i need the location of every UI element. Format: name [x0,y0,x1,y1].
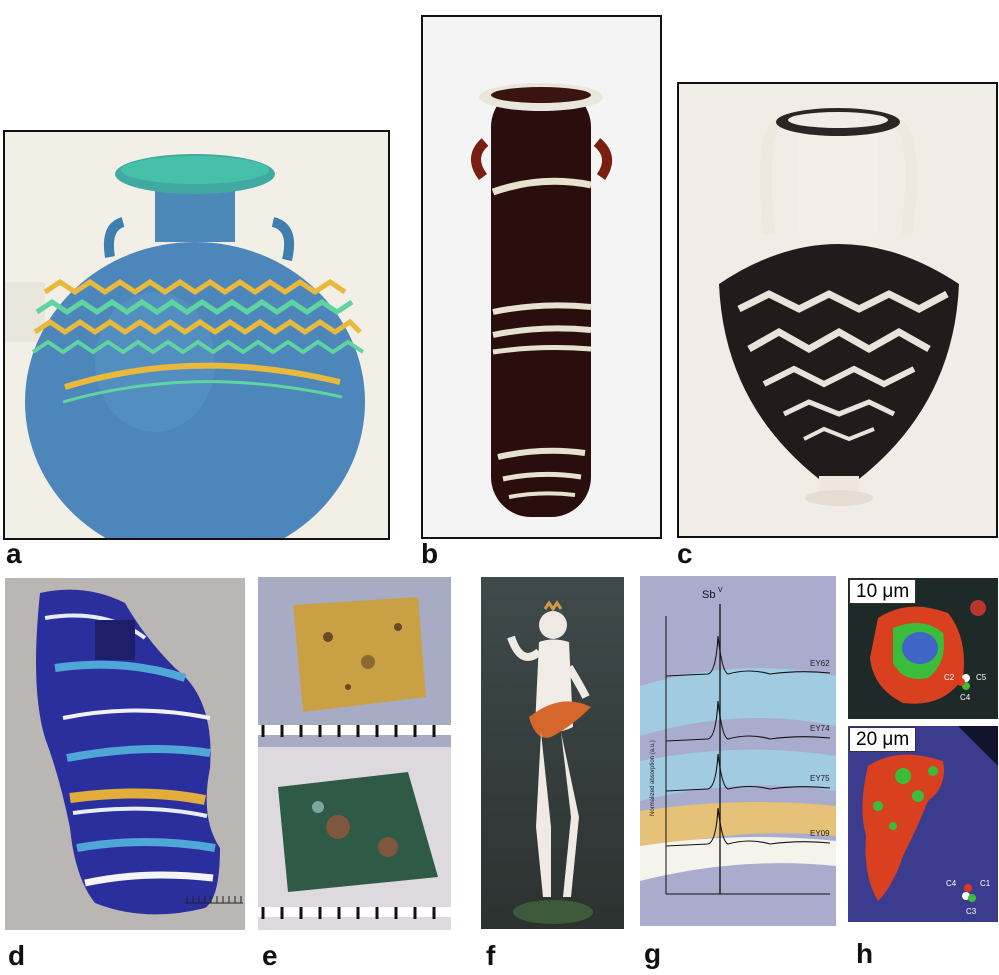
elemental-map-panel-h-bottom: C4 C1 C3 [848,726,998,922]
photo-panel-d [5,578,245,930]
series-label: EY75 [810,774,830,783]
panel-letter-b: b [421,538,439,569]
point-label: C4 [960,693,971,702]
point-label: C2 [944,673,955,682]
panel-letter-e: e [262,940,278,971]
photo-panel-c [677,82,998,538]
scale-label-top: 10 μm [849,579,917,604]
elemental-map-top-image: C2 C5 C4 [848,578,998,719]
amphoriskos-image [679,84,996,536]
spectrum-panel-g: Sb V EY62 EY74 EY75 EY09 Normalized abso… [640,576,836,926]
panel-letter-a: a [6,538,22,569]
photo-panel-b [421,15,662,539]
point-label: C4 [946,879,957,888]
striped-glass-fragment-image [5,578,245,930]
panel-letter-g: g [644,938,662,969]
panel-letter-f: f [486,940,496,971]
blue-glass-vessel-image [5,132,388,538]
photo-panel-e [258,577,451,930]
spectrum-title: Sb [702,589,715,601]
xanes-spectra-image: Sb V EY62 EY74 EY75 EY09 Normalized abso… [640,576,836,926]
point-label: C1 [980,879,991,888]
point-label: C5 [976,673,987,682]
panel-letter-d: d [8,940,26,971]
point-label: C3 [966,907,977,916]
photo-panel-f [481,577,624,929]
y-axis-label: Normalized absorption (a.u.) [650,740,656,816]
series-label: EY62 [810,659,830,668]
series-label: EY09 [810,829,830,838]
glass-figurine-image [481,577,624,929]
glass-fragments-image [258,577,451,930]
series-label: EY74 [810,724,830,733]
photo-panel-a [3,130,390,540]
scale-label-bottom: 20 μm [849,727,917,752]
spectrum-title-superscript: V [718,587,723,594]
elemental-map-bottom-image: C4 C1 C3 [848,726,998,922]
dark-glass-alabastron-image [423,17,660,537]
panel-letter-c: c [677,538,693,569]
elemental-map-panel-h-top: C2 C5 C4 [848,578,998,719]
panel-letter-h: h [856,938,874,969]
